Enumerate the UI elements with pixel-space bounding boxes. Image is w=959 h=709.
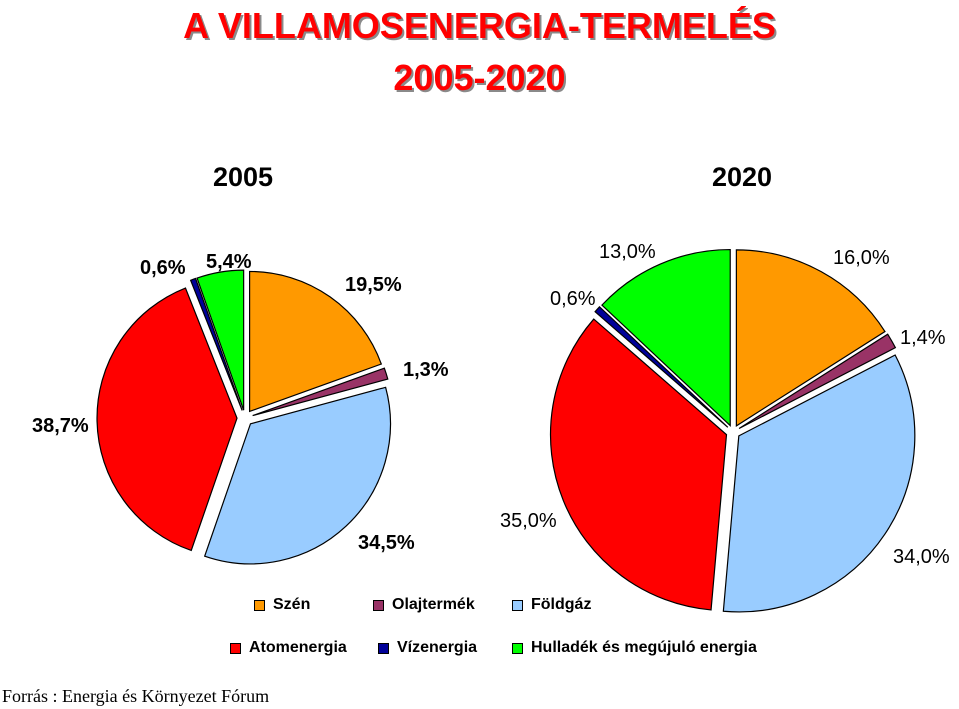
pie-2020-label-foldgaz: 34,0% — [893, 546, 950, 568]
pie-2020-slice-olajtermek — [738, 333, 897, 430]
legend-swatch-foldgaz — [512, 599, 523, 611]
legend-swatch-olajtermek — [373, 599, 384, 611]
legend-swatch-atomenergia — [230, 642, 241, 654]
source-note: Forrás : Energia és Környezet Fórum — [2, 686, 270, 706]
pie-2005-title: 2005 — [213, 162, 274, 192]
pie-2005-slice-foldgaz — [203, 386, 392, 565]
legend-item-szen: Szén — [254, 596, 310, 614]
legend-item-megujulo: Hulladék és megújuló energia — [512, 639, 757, 657]
legend-label-vizenergia: Vízenergia — [397, 639, 478, 656]
legend-row-1: Szén Olajtermék Földgáz — [0, 596, 959, 618]
pie-2020-slice-megujulo — [601, 248, 731, 427]
legend-swatch-vizenergia — [378, 642, 389, 654]
pie-2005-label-megujulo: 5,4% — [206, 251, 252, 273]
pie-2005-slice-olajtermek — [252, 367, 389, 417]
pie-2020-label-vizenergia: 0,6% — [550, 288, 596, 310]
chart-title-line1: A VILLAMOSENERGIA-TERMELÉS — [183, 5, 776, 46]
pie-2005: 19,5% 1,3% 34,5% 38,7% 0,6% 5,4% — [32, 251, 449, 565]
pie-2020-label-olajtermek: 1,4% — [900, 327, 946, 349]
pie-2005-label-olajtermek: 1,3% — [403, 359, 449, 381]
pie-2005-slice-szen — [249, 270, 383, 413]
pie-2020-slice-foldgaz — [722, 354, 916, 613]
pie-2020-label-megujulo: 13,0% — [599, 241, 656, 263]
legend-item-vizenergia: Vízenergia — [378, 639, 477, 657]
legend-label-atomenergia: Atomenergia — [249, 639, 347, 656]
legend-label-foldgaz: Földgáz — [531, 596, 592, 613]
pie-2020-title: 2020 — [712, 162, 773, 192]
pie-2005-label-foldgaz: 34,5% — [358, 532, 415, 554]
pie-2020-slice-szen — [735, 249, 886, 427]
legend-item-foldgaz: Földgáz — [512, 596, 591, 614]
pie-2005-label-atomenergia: 38,7% — [32, 415, 89, 437]
pie-2005-slice-vizenergia — [189, 277, 243, 411]
legend-item-olajtermek: Olajtermék — [373, 596, 475, 614]
chart-title-line2: 2005-2020 — [393, 57, 566, 98]
legend-label-olajtermek: Olajtermék — [392, 596, 475, 613]
pie-2020-label-szen: 16,0% — [833, 247, 890, 269]
pie-2020-slice-atomenergia — [549, 318, 728, 611]
pie-2005-label-szen: 19,5% — [345, 274, 402, 296]
legend-swatch-szen — [254, 599, 265, 611]
pie-2020-slice-vizenergia — [594, 305, 729, 428]
pie-2005-slice-atomenergia — [96, 287, 238, 552]
legend-item-atomenergia: Atomenergia — [230, 639, 347, 657]
pie-2020-label-atomenergia: 35,0% — [500, 510, 557, 532]
legend-label-szen: Szén — [273, 596, 311, 613]
legend-label-megujulo: Hulladék és megújuló energia — [531, 639, 757, 656]
pie-2005-label-vizenergia: 0,6% — [140, 257, 186, 279]
pie-2020: 16,0% 1,4% 34,0% 35,0% 0,6% 13,0% — [500, 241, 950, 613]
legend-row-2: Atomenergia Vízenergia Hulladék és megúj… — [0, 639, 959, 661]
pie-2005-slice-megujulo — [196, 269, 245, 411]
legend-swatch-megujulo — [512, 642, 523, 654]
